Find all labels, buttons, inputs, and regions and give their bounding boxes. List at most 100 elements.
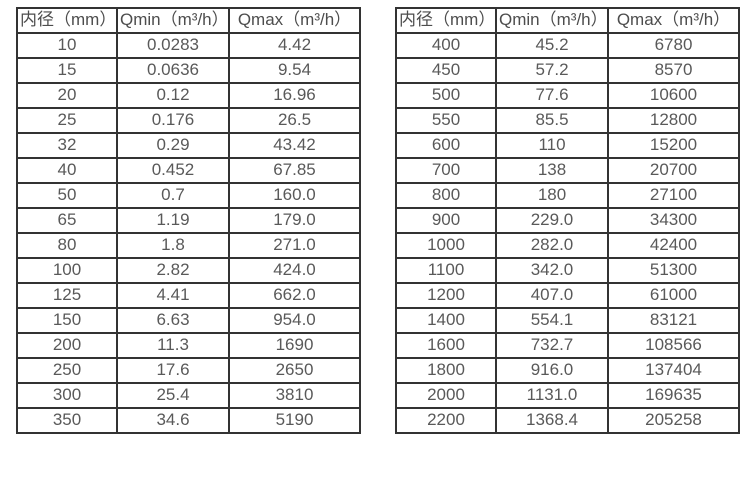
table-cell: 20 (16, 82, 118, 109)
table-cell: 600 (395, 132, 497, 159)
table-cell: 10 (16, 32, 118, 59)
table-row: 125 4.41 662.0 (16, 282, 361, 309)
table-cell: 700 (395, 157, 497, 184)
table-cell: 5190 (228, 407, 361, 434)
column-header-inner-diameter: 内径（mm） (395, 7, 497, 34)
table-row: 100 2.82 424.0 (16, 257, 361, 284)
table-cell: 32 (16, 132, 118, 159)
table-cell: 400 (395, 32, 497, 59)
table-cell: 6780 (607, 32, 740, 59)
table-cell: 4.41 (116, 282, 230, 309)
table-cell: 9.54 (228, 57, 361, 84)
table-row: 300 25.4 3810 (16, 382, 361, 409)
table-row: 450 57.2 8570 (395, 57, 740, 84)
table-cell: 25 (16, 107, 118, 134)
table-cell: 350 (16, 407, 118, 434)
table-cell: 6.63 (116, 307, 230, 334)
table-row: 550 85.5 12800 (395, 107, 740, 134)
table-cell: 229.0 (495, 207, 609, 234)
table-row: 2200 1368.4 205258 (395, 407, 740, 434)
header-row: 内径（mm） Qmin（m³/h） Qmax（m³/h） (395, 7, 740, 34)
flow-spec-tables: 内径（mm） Qmin（m³/h） Qmax（m³/h） 10 0.0283 4.4… (16, 7, 740, 434)
table-row: 900 229.0 34300 (395, 207, 740, 234)
table-row: 25 0.176 26.5 (16, 107, 361, 134)
header-row: 内径（mm） Qmin（m³/h） Qmax（m³/h） (16, 7, 361, 34)
table-cell: 732.7 (495, 332, 609, 359)
table-cell: 51300 (607, 257, 740, 284)
table-cell: 1200 (395, 282, 497, 309)
table-cell: 0.29 (116, 132, 230, 159)
table-row: 1100 342.0 51300 (395, 257, 740, 284)
table-cell: 65 (16, 207, 118, 234)
table-cell: 27100 (607, 182, 740, 209)
flow-table-large-diameters: 内径（mm） Qmin（m³/h） Qmax（m³/h） 400 45.2 6780… (395, 7, 740, 434)
table-cell: 2200 (395, 407, 497, 434)
table-cell: 550 (395, 107, 497, 134)
table-cell: 100 (16, 257, 118, 284)
table-row: 800 180 27100 (395, 182, 740, 209)
table-cell: 1131.0 (495, 382, 609, 409)
table-cell: 916.0 (495, 357, 609, 384)
column-header-inner-diameter: 内径（mm） (16, 7, 118, 34)
table-cell: 450 (395, 57, 497, 84)
table-cell: 662.0 (228, 282, 361, 309)
table-cell: 1690 (228, 332, 361, 359)
table-cell: 110 (495, 132, 609, 159)
table-cell: 125 (16, 282, 118, 309)
table-cell: 108566 (607, 332, 740, 359)
table-body: 10 0.0283 4.42 15 0.0636 9.54 20 0.12 16.96 25 0.1… (16, 32, 361, 434)
table-cell: 2000 (395, 382, 497, 409)
table-cell: 205258 (607, 407, 740, 434)
table-cell: 77.6 (495, 82, 609, 109)
table-cell: 800 (395, 182, 497, 209)
table-cell: 0.0636 (116, 57, 230, 84)
table-cell: 954.0 (228, 307, 361, 334)
table-row: 50 0.7 160.0 (16, 182, 361, 209)
table-cell: 0.452 (116, 157, 230, 184)
table-row: 80 1.8 271.0 (16, 232, 361, 259)
table-cell: 1600 (395, 332, 497, 359)
table-cell: 3810 (228, 382, 361, 409)
table-row: 1800 916.0 137404 (395, 357, 740, 384)
table-cell: 0.0283 (116, 32, 230, 59)
table-cell: 500 (395, 82, 497, 109)
table-row: 400 45.2 6780 (395, 32, 740, 59)
table-row: 10 0.0283 4.42 (16, 32, 361, 59)
table-row: 20 0.12 16.96 (16, 82, 361, 109)
table-cell: 45.2 (495, 32, 609, 59)
table-cell: 11.3 (116, 332, 230, 359)
table-cell: 42400 (607, 232, 740, 259)
table-body: 400 45.2 6780 450 57.2 8570 500 77.6 10600 550 85.… (395, 32, 740, 434)
table-cell: 43.42 (228, 132, 361, 159)
table-cell: 169635 (607, 382, 740, 409)
table-cell: 150 (16, 307, 118, 334)
table-cell: 0.12 (116, 82, 230, 109)
table-cell: 138 (495, 157, 609, 184)
table-row: 1200 407.0 61000 (395, 282, 740, 309)
table-cell: 40 (16, 157, 118, 184)
table-cell: 20700 (607, 157, 740, 184)
table-row: 150 6.63 954.0 (16, 307, 361, 334)
column-header-qmax: Qmax（m³/h） (228, 7, 361, 34)
column-header-qmin: Qmin（m³/h） (116, 7, 230, 34)
table-row: 32 0.29 43.42 (16, 132, 361, 159)
table-cell: 180 (495, 182, 609, 209)
table-cell: 15 (16, 57, 118, 84)
table-row: 350 34.6 5190 (16, 407, 361, 434)
table-cell: 1800 (395, 357, 497, 384)
table-cell: 1.8 (116, 232, 230, 259)
table-cell: 8570 (607, 57, 740, 84)
table-cell: 1.19 (116, 207, 230, 234)
table-cell: 137404 (607, 357, 740, 384)
table-row: 65 1.19 179.0 (16, 207, 361, 234)
table-cell: 2650 (228, 357, 361, 384)
column-header-qmax: Qmax（m³/h） (607, 7, 740, 34)
table-cell: 26.5 (228, 107, 361, 134)
table-cell: 160.0 (228, 182, 361, 209)
table-row: 1400 554.1 83121 (395, 307, 740, 334)
table-cell: 282.0 (495, 232, 609, 259)
table-cell: 34300 (607, 207, 740, 234)
table-cell: 25.4 (116, 382, 230, 409)
column-header-qmin: Qmin（m³/h） (495, 7, 609, 34)
table-cell: 1100 (395, 257, 497, 284)
